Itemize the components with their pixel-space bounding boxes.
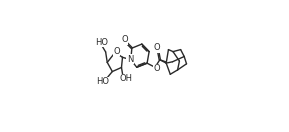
Text: O: O (153, 64, 160, 73)
Text: HO: HO (95, 38, 108, 47)
Text: O: O (113, 47, 120, 56)
Text: N: N (127, 55, 133, 64)
Text: OH: OH (120, 74, 133, 83)
Text: HO: HO (96, 77, 109, 86)
Text: O: O (154, 43, 160, 52)
Text: O: O (121, 35, 128, 44)
